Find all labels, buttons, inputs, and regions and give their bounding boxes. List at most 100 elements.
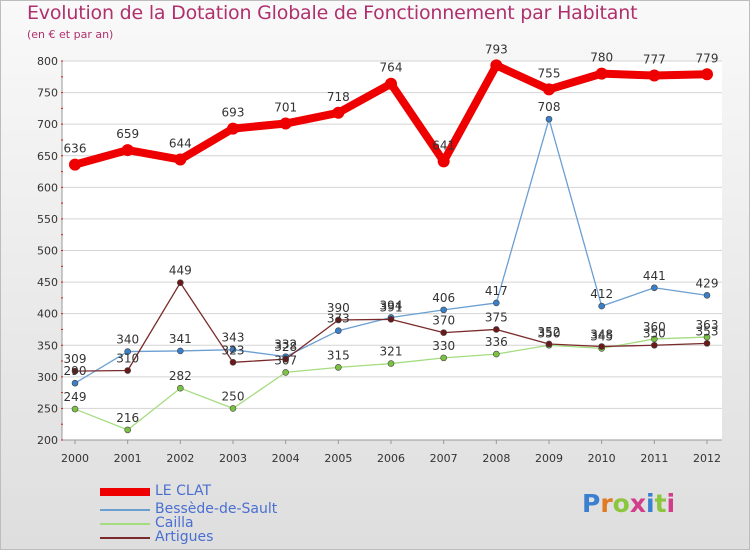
data-label-cailla-2005: 315 [327,348,350,362]
proxiti-logo: Proxiti [582,489,675,518]
data-point-le-clat-2011 [648,69,661,82]
data-label-le-clat-2007: 641 [432,138,455,152]
data-label-bess-de-de-sault-2009: 708 [538,100,561,114]
data-point-bess-de-de-sault-2002 [177,347,184,355]
data-point-artigues-2003 [229,359,237,366]
data-label-le-clat-2008: 793 [485,42,508,56]
chart-title: Evolution de la Dotation Globale de Fonc… [27,2,638,24]
logo-letter: r [600,489,613,518]
data-label-bess-de-de-sault-2004: 332 [274,338,297,352]
y-tick-label-600: 600 [37,181,58,194]
legend-swatch-cailla [100,523,150,525]
legend-item-artigues: Artigues [100,529,400,545]
data-label-le-clat-2001: 659 [116,127,139,141]
data-label-artigues-2011: 350 [643,326,666,340]
y-tick-label-800: 800 [37,55,58,68]
data-point-cailla-2007 [440,354,447,362]
logo-letter: i [646,489,655,518]
data-label-artigues-2003: 323 [222,343,245,357]
data-point-bess-de-de-sault-2011 [651,284,658,292]
data-label-artigues-2008: 375 [485,310,508,324]
x-tick-label-2005: 2005 [324,452,352,465]
y-tick-label-500: 500 [37,245,58,258]
legend-item-le-clat: LE CLAT [100,483,400,499]
y-tick-label-400: 400 [37,308,58,321]
data-point-le-clat-2005 [332,106,345,119]
y-tick-label-550: 550 [37,213,58,226]
data-label-le-clat-2009: 755 [538,66,561,80]
y-tick-label-650: 650 [37,150,58,163]
data-label-le-clat-2000: 636 [64,142,87,156]
data-label-bess-de-de-sault-2008: 417 [485,284,508,298]
data-label-artigues-2006: 391 [380,300,403,314]
data-point-bess-de-de-sault-2010 [598,302,605,310]
legend-label-artigues: Artigues [155,529,214,545]
y-tick-label-450: 450 [37,276,58,289]
data-point-artigues-2011 [651,341,658,349]
x-tick-label-2009: 2009 [535,452,563,465]
data-point-le-clat-2008 [490,59,503,72]
data-label-bess-de-de-sault-2001: 340 [116,333,139,347]
legend-label-le-clat: LE CLAT [155,483,212,499]
x-tick-label-2001: 2001 [114,452,142,465]
data-point-bess-de-de-sault-2009 [545,115,553,123]
data-label-le-clat-2012: 779 [696,51,719,65]
data-label-artigues-2001: 310 [116,352,139,366]
data-label-bess-de-de-sault-2006: 394 [380,298,403,312]
data-label-bess-de-de-sault-2010: 412 [590,287,613,301]
data-label-le-clat-2004: 701 [274,101,297,115]
legend-item-cailla: Cailla [100,515,400,531]
data-label-cailla-2004: 307 [274,353,297,367]
data-point-le-clat-2009 [543,83,555,96]
data-label-cailla-2003: 250 [222,389,245,403]
data-point-le-clat-2007 [437,155,450,168]
x-tick-label-2008: 2008 [482,452,510,465]
legend-swatch-artigues [100,537,150,539]
logo-letter: x [629,489,646,518]
data-label-cailla-2007: 330 [432,339,455,353]
data-label-artigues-2005: 390 [327,301,350,315]
data-label-le-clat-2010: 780 [590,51,613,65]
data-label-cailla-2010: 345 [590,329,613,343]
data-point-le-clat-2003 [227,122,239,135]
data-label-artigues-2012: 353 [696,324,719,338]
legend-swatch-le-clat [100,488,150,496]
data-point-cailla-2005 [335,364,342,371]
data-point-artigues-2000 [71,367,79,375]
logo-letter: P [582,489,601,518]
x-tick-label-2004: 2004 [272,452,300,465]
y-tick-label-300: 300 [37,371,58,384]
data-point-artigues-2009 [545,340,553,348]
x-tick-label-2007: 2007 [430,452,458,465]
y-tick-label-350: 350 [37,339,58,352]
x-tick-label-2002: 2002 [166,452,194,465]
data-label-cailla-2000: 249 [64,390,87,404]
y-tick-label-200: 200 [37,434,58,447]
data-label-bess-de-de-sault-2012: 429 [696,276,719,290]
chart-subtitle: (en € et par an) [27,28,114,41]
data-label-le-clat-2002: 644 [169,137,192,151]
data-point-le-clat-2004 [279,117,292,130]
legend-label-cailla: Cailla [155,515,194,531]
y-tick-label-700: 700 [37,118,58,131]
data-point-cailla-2002 [177,384,184,392]
x-tick-label-2010: 2010 [588,452,616,465]
data-point-le-clat-2001 [121,144,134,157]
data-point-artigues-2007 [440,329,447,336]
data-point-bess-de-de-sault-2003 [229,346,237,353]
data-label-cailla-2008: 336 [485,335,508,349]
data-point-artigues-2010 [598,343,605,350]
data-point-artigues-2008 [493,326,500,333]
data-point-artigues-2012 [703,340,711,347]
data-label-bess-de-de-sault-2000: 290 [64,364,87,378]
x-tick-label-2006: 2006 [377,452,405,465]
data-point-artigues-2001 [124,367,131,374]
data-label-artigues-2010: 348 [590,328,613,342]
logo-letter: i [666,489,676,518]
x-tick-label-2012: 2012 [693,452,721,465]
data-label-artigues-2000: 309 [64,352,87,366]
data-point-le-clat-2006 [385,77,397,90]
data-label-le-clat-2003: 693 [222,106,245,120]
data-label-le-clat-2005: 718 [327,90,350,104]
